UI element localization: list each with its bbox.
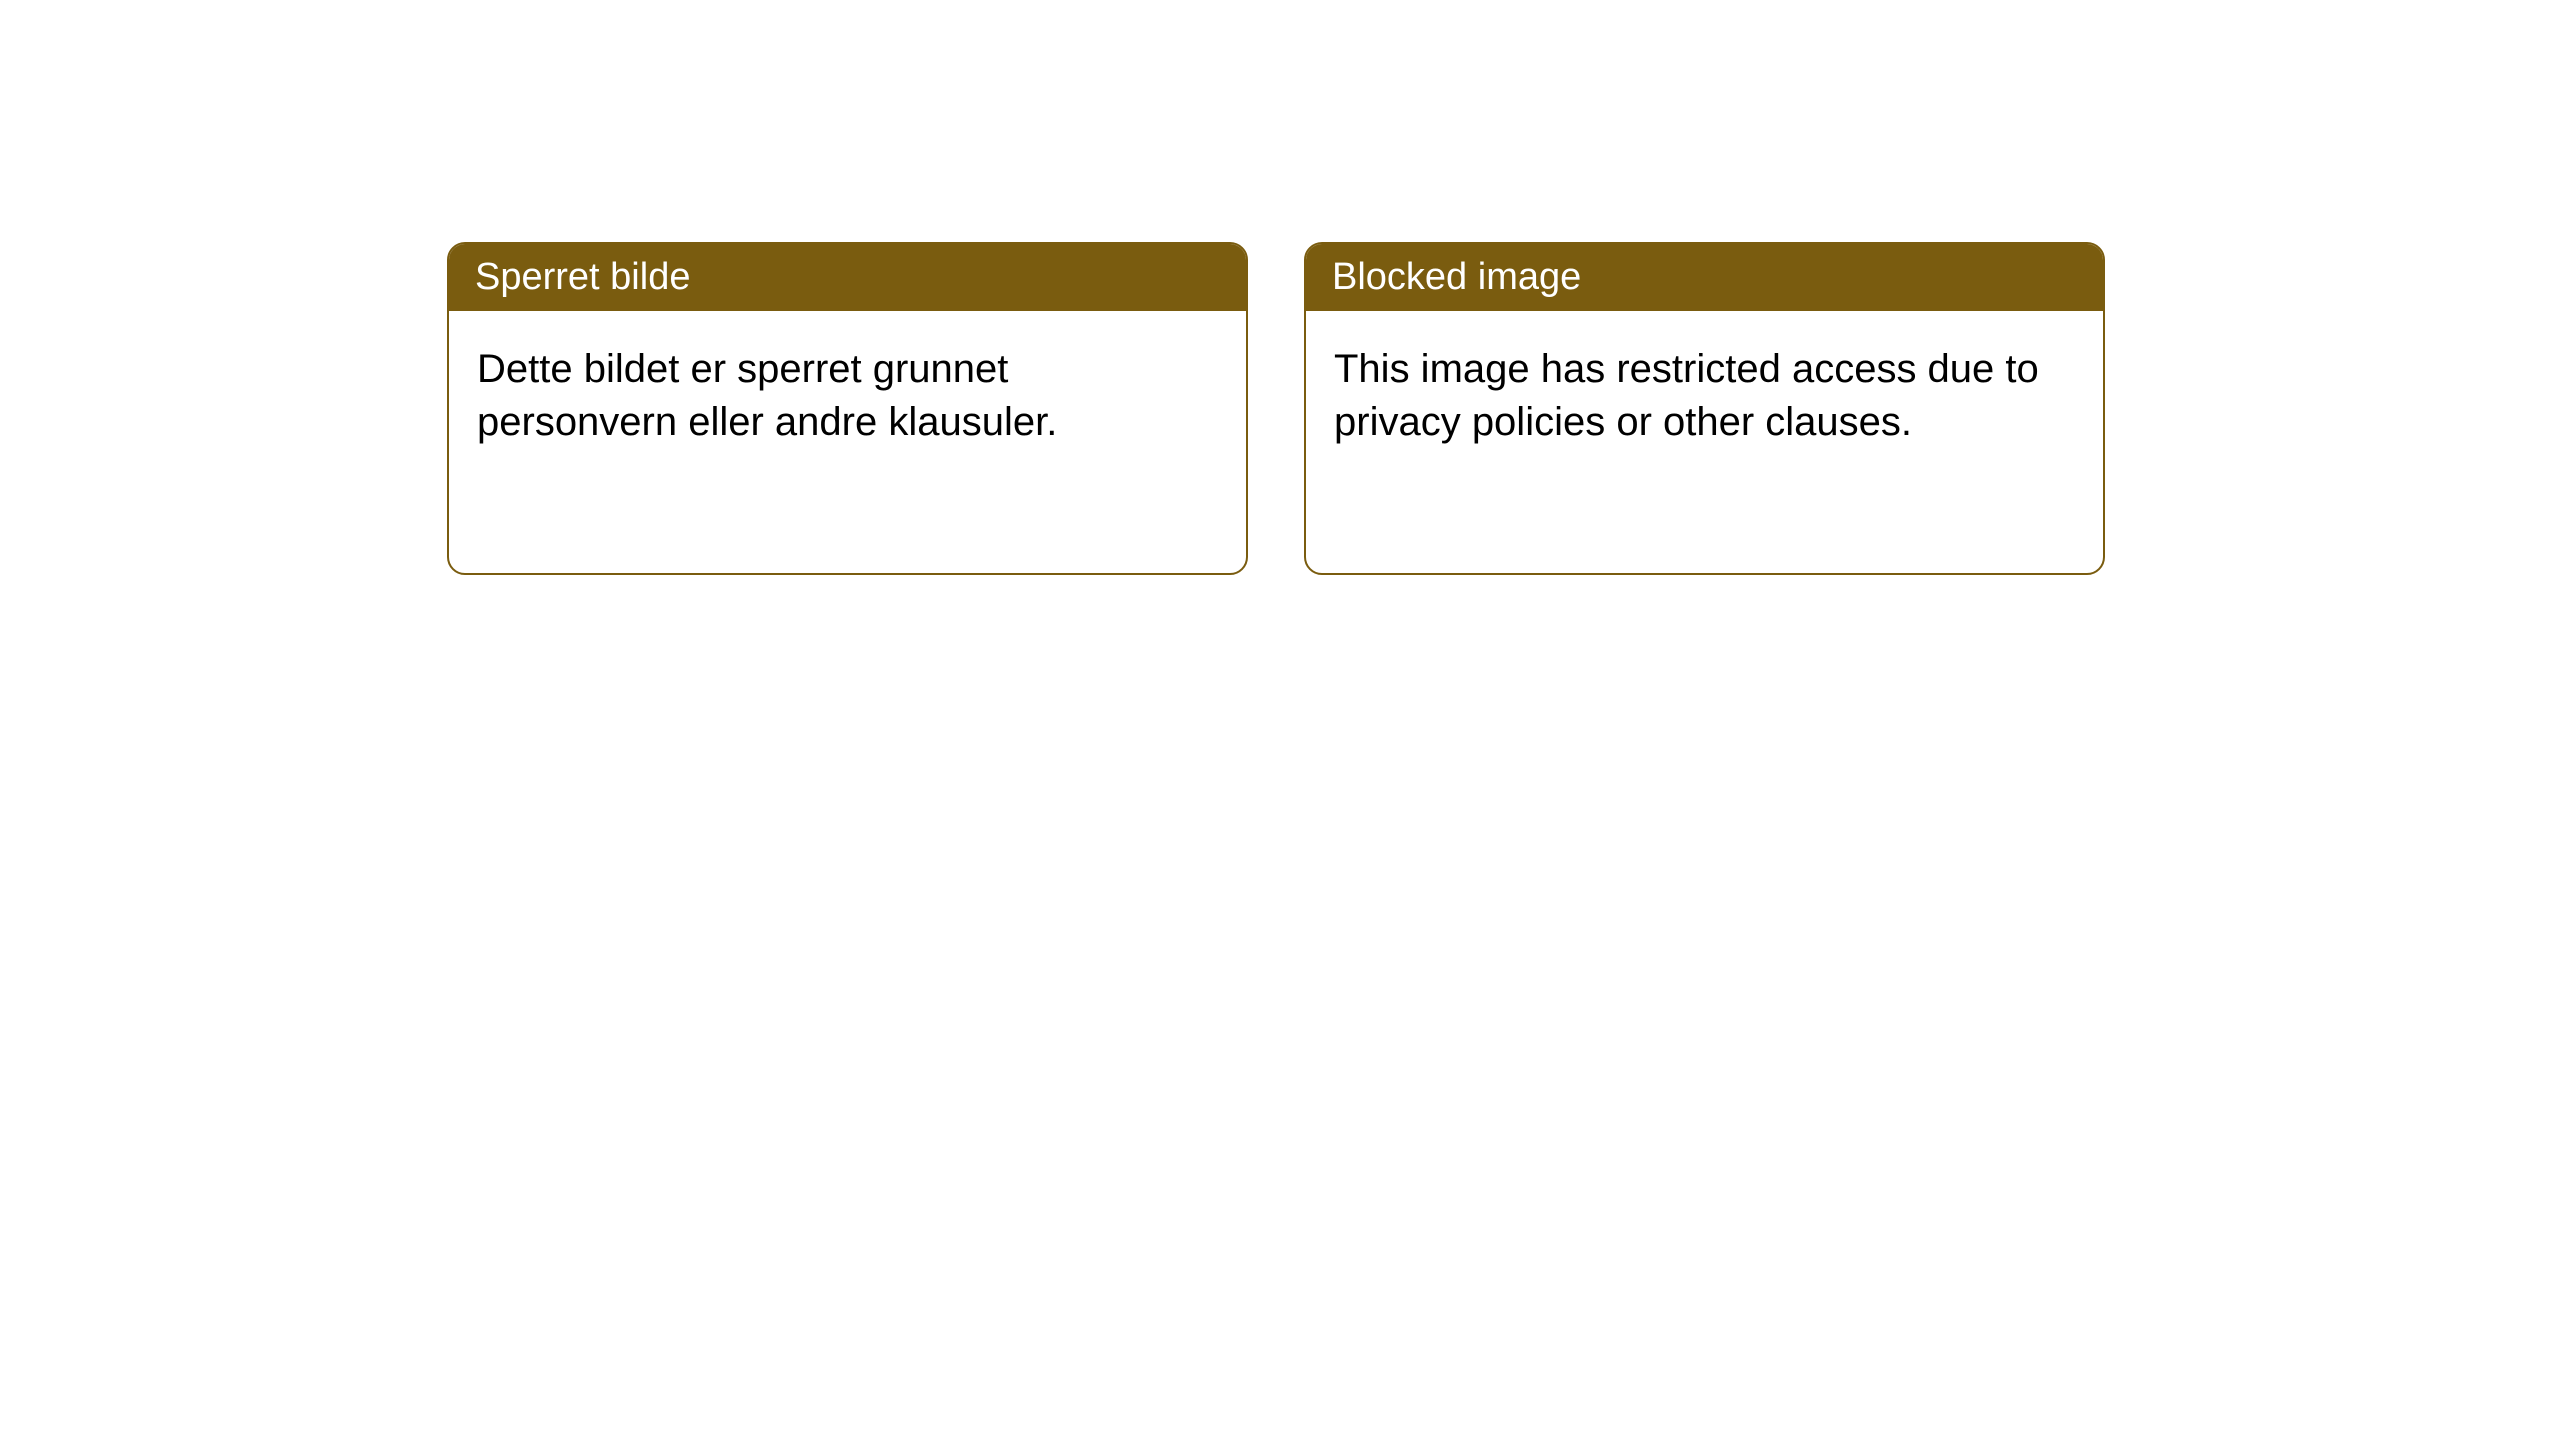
blocked-image-card-no: Sperret bilde Dette bildet er sperret gr… (447, 242, 1248, 575)
blocked-image-card-en: Blocked image This image has restricted … (1304, 242, 2105, 575)
card-header-en: Blocked image (1306, 244, 2103, 311)
card-body-no: Dette bildet er sperret grunnet personve… (449, 311, 1246, 481)
notice-container: Sperret bilde Dette bildet er sperret gr… (0, 0, 2560, 575)
card-body-en: This image has restricted access due to … (1306, 311, 2103, 481)
card-header-no: Sperret bilde (449, 244, 1246, 311)
